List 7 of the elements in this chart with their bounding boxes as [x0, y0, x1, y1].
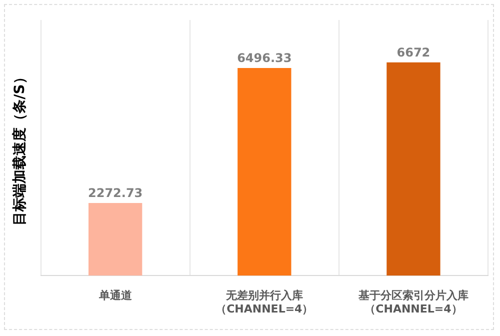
data-label: 6496.33: [237, 51, 292, 66]
x-tick-label: 基于分区索引分片入库（CHANNEL=4）: [357, 289, 468, 316]
data-label: 2272.73: [88, 186, 143, 200]
data-label: 6672: [396, 46, 430, 60]
y-axis-title: 目标端加载速度（条/S）: [11, 70, 28, 226]
x-tick-label: 无差别并行入库（CHANNEL=4）: [216, 289, 314, 316]
x-tick-label: 单通道: [98, 289, 133, 302]
